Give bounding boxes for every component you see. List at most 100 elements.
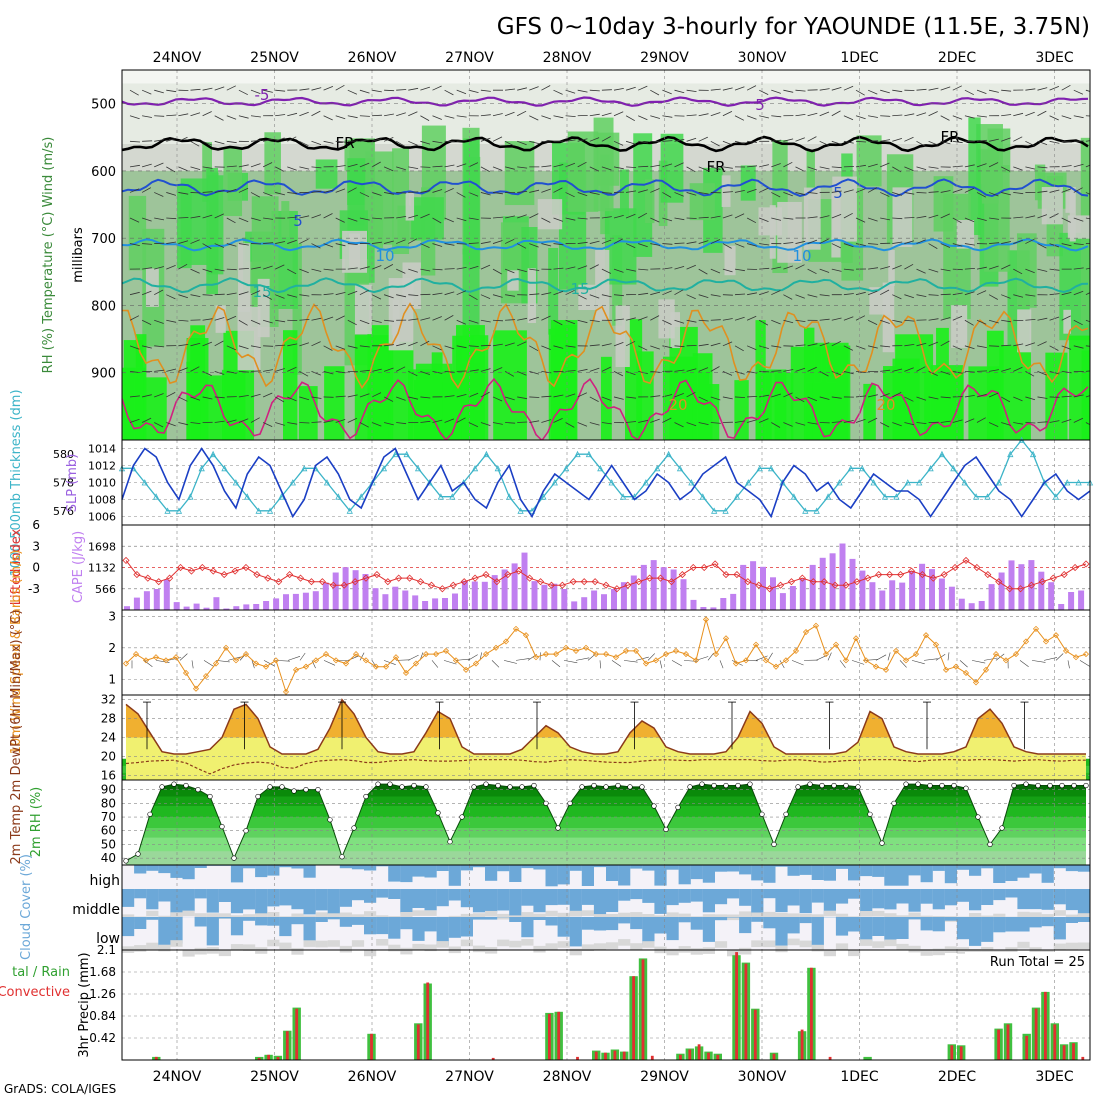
wind-barb (867, 163, 878, 168)
thickness-point (414, 464, 422, 472)
wind-barb (771, 139, 782, 142)
wind-barb (141, 89, 152, 95)
wind-barb (940, 140, 951, 145)
wind-barb (698, 367, 709, 372)
wind-barb (1001, 319, 1012, 323)
wind-barb (928, 268, 939, 273)
wind-barb (541, 217, 551, 223)
wind-barb (698, 216, 709, 219)
lifted-index-point (253, 571, 261, 579)
wind-barb (238, 418, 249, 423)
wind-barb (1001, 344, 1012, 347)
wind-barb (904, 240, 915, 244)
rh2m-ylabel: 2m RH (%) (29, 787, 44, 858)
wind-barb (989, 89, 999, 93)
rh2m-point (1023, 781, 1029, 787)
wind-barb (154, 115, 165, 117)
wind-barb-10m (719, 660, 724, 669)
wind-barb (819, 371, 829, 377)
chart-title: GFS 0~10day 3-hourly for YAOUNDE (11.5E,… (497, 14, 1090, 40)
cloud-gap (787, 913, 800, 919)
cloud-cover-bar (243, 917, 256, 921)
lifted-index-point (635, 578, 643, 586)
thickness-point (916, 479, 923, 486)
wind-barb (299, 238, 309, 244)
cape-bar (929, 569, 935, 610)
wind-barb (371, 392, 382, 398)
wind-barb (892, 138, 903, 142)
wind-speed-point (132, 651, 140, 658)
wind-barb (347, 115, 358, 119)
wind-barb (468, 294, 478, 301)
thickness-point (1052, 493, 1059, 500)
wind-barb (565, 319, 576, 325)
isotherm-label: 15 (570, 280, 589, 298)
rh-dry-patch (1065, 191, 1075, 213)
wind-barb (807, 422, 818, 425)
wind-barb (275, 241, 286, 244)
cloud-gap (666, 948, 679, 956)
precip-conv-bar (1062, 1045, 1066, 1060)
wind-barb (468, 422, 479, 428)
cloud-gap (412, 910, 425, 916)
lifted-index-point (896, 571, 905, 579)
wind-barb (698, 136, 708, 142)
isotherm-label: 20 (876, 396, 895, 414)
thickness-point (209, 450, 217, 458)
lifted-index-point (460, 578, 468, 586)
wind-barb (371, 138, 382, 142)
wind-barb (577, 138, 588, 142)
cape-bar (789, 586, 796, 610)
wind-barb (638, 268, 649, 271)
rh2m-point (807, 781, 813, 787)
cloud-gap (472, 913, 486, 919)
wind-barb (420, 115, 430, 121)
wind-barb (190, 215, 201, 219)
wind-barb (771, 290, 781, 296)
lifted-index-point (853, 578, 861, 586)
wind-barb (1061, 315, 1071, 321)
cloud-cover-bar (581, 865, 594, 886)
ua-ylabel: RH (%) Temperature (°C) Wind (m/s) (41, 137, 56, 374)
cloud-cover-bar (182, 865, 195, 880)
wind-speed-point (352, 651, 360, 658)
wind-barb (166, 192, 177, 196)
cloud-gap (666, 912, 679, 918)
lifted-index-line (125, 559, 1087, 590)
wind-barb (129, 217, 140, 223)
cloud-gap (993, 913, 1006, 920)
cloud-gap (460, 939, 473, 947)
wind-barb (783, 242, 794, 244)
rh-dry-patch (869, 287, 891, 315)
wind-barb (710, 268, 721, 274)
wind-barb (311, 341, 321, 347)
tick-label: 1 (108, 672, 116, 686)
cloud-gap (388, 944, 401, 952)
cloud-cover-bar (1017, 889, 1030, 910)
wind-barb (311, 396, 322, 399)
wind-speed-point (992, 651, 1000, 658)
wind-barb (650, 188, 660, 193)
rh-dry-patch (392, 299, 400, 347)
cape-bar (432, 598, 439, 610)
wind-barb (1025, 166, 1036, 170)
wind-barb (855, 217, 866, 223)
wind-barb (976, 89, 987, 94)
cloud-gap (182, 910, 195, 917)
precip-conv-bar (276, 1056, 280, 1060)
cape-bar (402, 590, 409, 610)
wind-barb (1073, 217, 1084, 222)
wind-barb (626, 166, 637, 168)
tick-label: 80 (101, 796, 116, 810)
rh2m-point (507, 784, 513, 790)
wind-barb (976, 217, 987, 221)
wind-barb (529, 86, 539, 91)
wind-barb (347, 163, 358, 168)
wind-speed-point (962, 669, 970, 677)
wind-barb (529, 316, 539, 321)
wind-barb (1061, 115, 1072, 120)
cloud-gap (581, 944, 594, 951)
wind-barb (299, 319, 310, 321)
li-tick-label: -3 (28, 582, 40, 596)
